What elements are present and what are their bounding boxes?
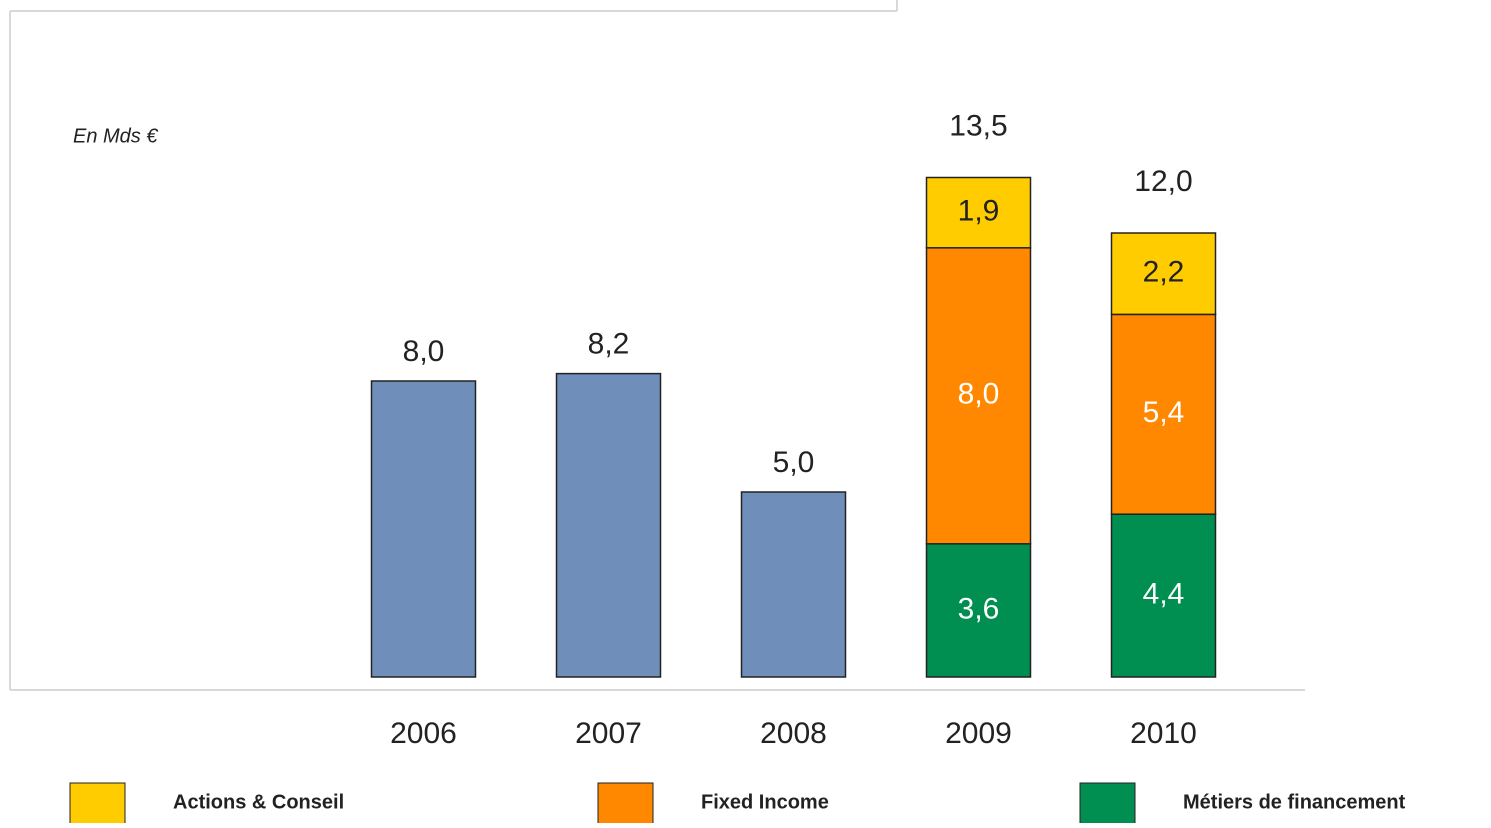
segment-label: 4,4: [1143, 578, 1185, 611]
bar: [555, 372, 662, 678]
legend-swatch: [69, 782, 126, 828]
value-label: 8,0: [403, 335, 445, 368]
legend-swatch: [1079, 782, 1136, 828]
unit-label: En Mds €: [73, 125, 158, 147]
legend-swatch: [597, 782, 654, 828]
segment-label: 8,0: [958, 378, 1000, 411]
segment-label: 2,2: [1143, 256, 1185, 289]
legend-label: Fixed Income: [701, 791, 829, 813]
segment-label: 3,6: [958, 592, 1000, 625]
bar-segment: [1110, 513, 1217, 678]
x-tick-label: 2006: [390, 717, 457, 750]
x-tick-label: 2010: [1130, 717, 1197, 750]
x-tick-label: 2008: [760, 717, 827, 750]
value-label: 8,2: [588, 328, 630, 361]
bar-segment: [925, 543, 1032, 678]
bar: [740, 491, 847, 678]
total-label: 13,5: [949, 109, 1007, 142]
legend-label: Actions & Conseil: [173, 791, 344, 813]
segment-label: 5,4: [1143, 396, 1185, 429]
bar-segment: [1110, 232, 1217, 316]
bar-segment: [925, 247, 1032, 545]
value-label: 5,0: [773, 446, 815, 479]
bar: [370, 380, 477, 678]
bar-segment: [925, 176, 1032, 249]
total-label: 12,0: [1134, 165, 1192, 198]
x-tick-label: 2007: [575, 717, 642, 750]
bar-segment: [1110, 313, 1217, 515]
x-tick-label: 2009: [945, 717, 1012, 750]
segment-label: 1,9: [958, 195, 1000, 228]
legend-label: Métiers de financement: [1183, 791, 1406, 813]
